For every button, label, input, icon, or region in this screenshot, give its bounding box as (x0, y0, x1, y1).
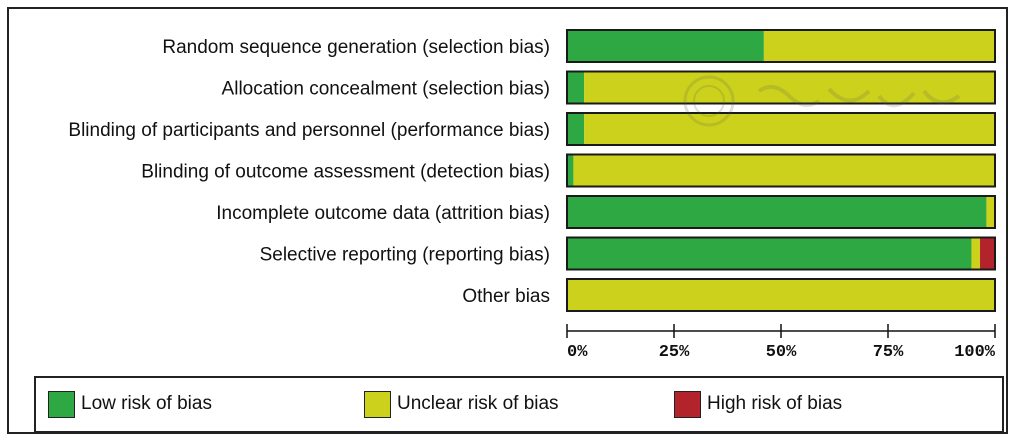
bar-segment-low (567, 196, 987, 228)
legend-label-unclear: Unclear risk of bias (397, 393, 559, 414)
bar-segment-unclear (971, 237, 981, 270)
bar-outline (566, 29, 996, 63)
category-label: Allocation concealment (selection bias) (222, 79, 550, 100)
risk-of-bias-chart: Random sequence generation (selection bi… (68, 29, 996, 362)
bar-outline (566, 70, 996, 105)
bar-outline (566, 236, 996, 271)
bar-outline (566, 195, 996, 229)
bar-segment-unclear (584, 113, 995, 145)
legend-swatch-high (674, 390, 701, 418)
bar-segment-low (567, 113, 585, 145)
bar-segment-high (980, 237, 995, 270)
x-tick-label: 75% (873, 343, 904, 362)
legend-swatch-low (48, 390, 75, 418)
x-tick-label: 50% (766, 343, 797, 362)
bar-outline (566, 278, 996, 312)
bar-segment-unclear (567, 279, 995, 311)
chart-legend: Low risk of bias Unclear risk of bias Hi… (34, 376, 1004, 433)
category-label: Other bias (462, 286, 550, 307)
bar-segment-unclear (573, 154, 995, 187)
bar-outline (566, 153, 996, 188)
legend-item-low: Low risk of bias (48, 389, 212, 419)
category-label: Random sequence generation (selection bi… (162, 37, 550, 58)
bar-outline (566, 112, 996, 146)
category-label: Incomplete outcome data (attrition bias) (216, 203, 550, 224)
category-label: Blinding of outcome assessment (detectio… (141, 162, 550, 183)
bar-segment-low (567, 154, 574, 187)
bar-segment-unclear (986, 196, 995, 228)
bar-segment-unclear (584, 71, 995, 104)
bar-segment-low (567, 71, 585, 104)
legend-swatch-unclear (364, 390, 391, 418)
chart-frame: Random sequence generation (selection bi… (7, 7, 1008, 434)
bar-segment-low (567, 30, 764, 62)
category-label: Selective reporting (reporting bias) (260, 245, 550, 266)
legend-label-high: High risk of bias (707, 393, 843, 414)
category-label: Blinding of participants and personnel (… (68, 120, 550, 141)
x-tick-label: 100% (954, 343, 996, 362)
bar-segment-unclear (763, 30, 995, 62)
x-tick-label: 0% (567, 343, 588, 362)
x-tick-label: 25% (659, 343, 690, 362)
legend-label-low: Low risk of bias (81, 393, 212, 414)
legend-item-unclear: Unclear risk of bias (364, 389, 559, 419)
bar-segment-low (567, 237, 972, 270)
legend-item-high: High risk of bias (674, 389, 842, 419)
